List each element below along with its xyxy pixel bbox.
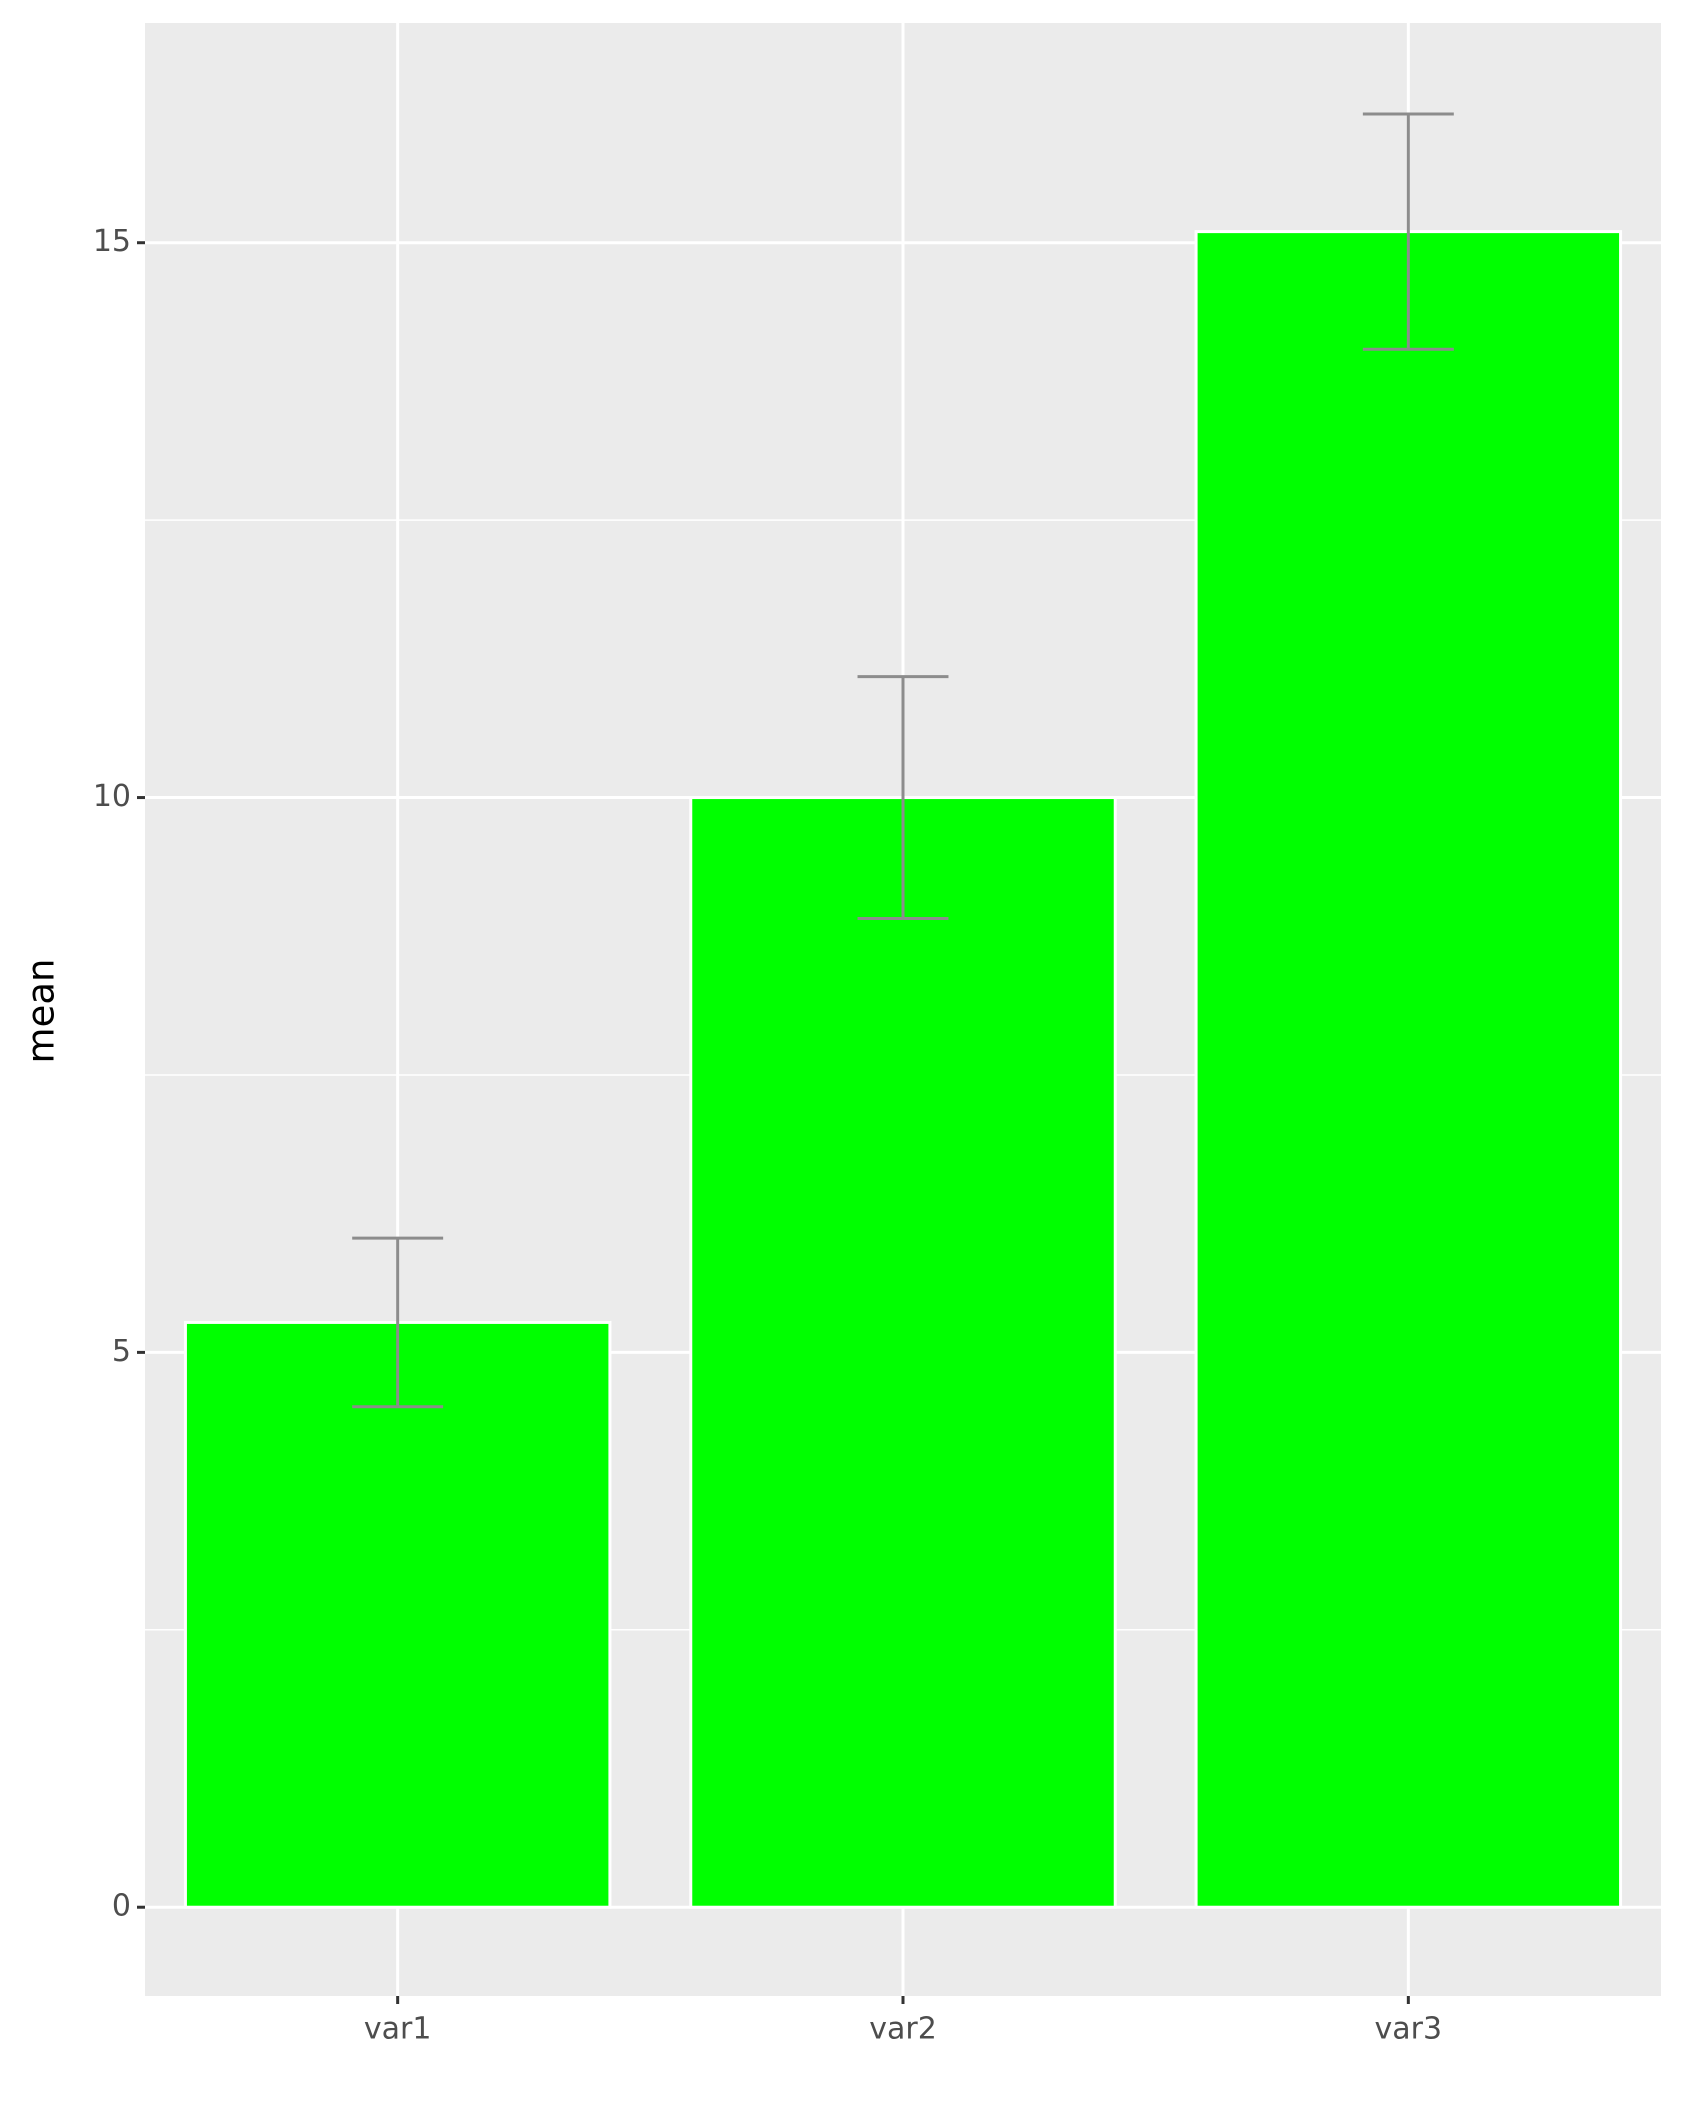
bar bbox=[689, 796, 1117, 1909]
y-axis-title: mean bbox=[20, 959, 63, 1064]
bar bbox=[1194, 230, 1623, 1909]
y-tick-label: 0 bbox=[112, 1889, 131, 1924]
bar bbox=[183, 1320, 612, 1909]
x-tick-label: var2 bbox=[869, 2012, 937, 2047]
y-tick-label: 15 bbox=[93, 224, 131, 259]
y-tick-label: 5 bbox=[112, 1334, 131, 1369]
y-tick-label: 10 bbox=[93, 779, 131, 814]
x-tick-label: var3 bbox=[1375, 2012, 1443, 2047]
x-tick-label: var1 bbox=[364, 2012, 432, 2047]
